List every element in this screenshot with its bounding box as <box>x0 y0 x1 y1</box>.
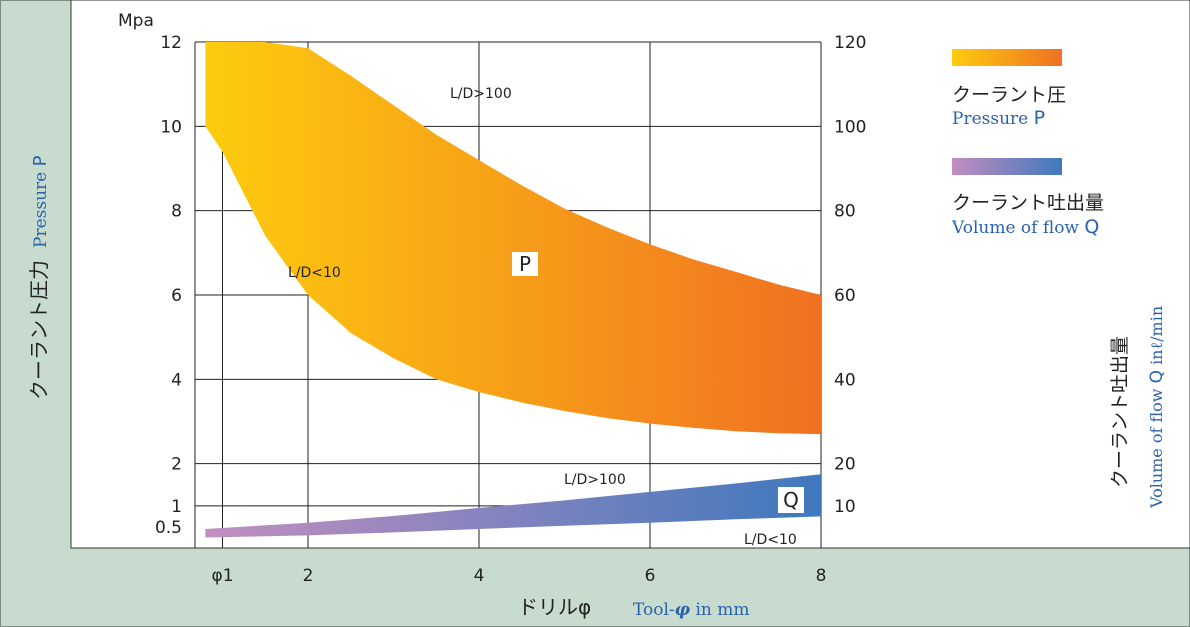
left-axis-ticks: 12 10 8 6 4 2 10.5 <box>155 33 182 538</box>
x-axis-title-jp: ドリルφ <box>518 595 591 619</box>
right-tick-label: 100 <box>834 117 866 137</box>
left-tick-label: 12 <box>160 33 182 53</box>
left-tick-label: 0.5 <box>155 518 182 538</box>
left-axis-title-jp: クーラント圧力 <box>27 260 51 400</box>
x-axis-ticks: φ1 2 4 6 8 <box>211 566 826 586</box>
left-tick-label: 10 <box>160 117 182 137</box>
flow-upper-label: L/D>100 <box>564 472 626 488</box>
x-tick-label: 4 <box>474 566 485 586</box>
right-tick-label: 120 <box>834 33 866 53</box>
x-tick-label: 8 <box>816 566 827 586</box>
left-axis-title: クーラント圧力 Pressure P <box>27 155 51 400</box>
y-unit-label: Mpa <box>118 11 154 31</box>
legend-flow-jp: クーラント吐出量 <box>952 192 1104 214</box>
x-tick-label: 6 <box>645 566 656 586</box>
flow-band <box>205 474 821 538</box>
right-axis-title-en: Volume of flow Q inℓ/min <box>1147 306 1167 509</box>
flow-lower-label: L/D<10 <box>744 532 797 548</box>
pressure-upper-label: L/D>100 <box>450 86 512 102</box>
left-tick-label: 4 <box>171 370 182 390</box>
right-tick-label: 10 <box>834 497 856 517</box>
left-tick-label: 1 <box>171 497 182 517</box>
x-tick-label: 2 <box>303 566 314 586</box>
legend: クーラント圧 Pressure P クーラント吐出量 Volume of flo… <box>951 49 1104 238</box>
svg-text:Q: Q <box>783 488 799 512</box>
legend-flow-swatch <box>952 158 1062 175</box>
legend-flow-en: Volume of flow Q <box>951 216 1099 238</box>
pressure-symbol-box: P <box>512 252 538 276</box>
right-axis-title-jp: クーラント吐出量 <box>1109 336 1131 488</box>
right-tick-label: 80 <box>834 202 856 222</box>
legend-pressure-en: Pressure P <box>952 107 1045 129</box>
pressure-band <box>205 42 821 435</box>
left-tick-label: 2 <box>171 455 182 475</box>
right-axis-title: クーラント吐出量 Volume of flow Q inℓ/min <box>1109 306 1167 509</box>
pressure-lower-label: L/D<10 <box>288 265 341 281</box>
right-axis-ticks: 120 100 80 60 40 20 10 <box>834 33 866 517</box>
left-axis-title-en: Pressure P <box>30 155 51 248</box>
flow-symbol-box: Q <box>778 487 804 513</box>
x-axis-title-en: Tool-φ in mm <box>633 600 750 620</box>
x-tick-label: φ1 <box>211 566 233 586</box>
legend-pressure-swatch <box>952 49 1062 66</box>
svg-text:P: P <box>519 252 531 276</box>
legend-pressure-jp: クーラント圧 <box>952 84 1066 106</box>
right-tick-label: 40 <box>834 370 856 390</box>
left-tick-label: 6 <box>171 286 182 306</box>
right-tick-label: 60 <box>834 286 856 306</box>
right-tick-label: 20 <box>834 455 856 475</box>
left-tick-label: 8 <box>171 202 182 222</box>
